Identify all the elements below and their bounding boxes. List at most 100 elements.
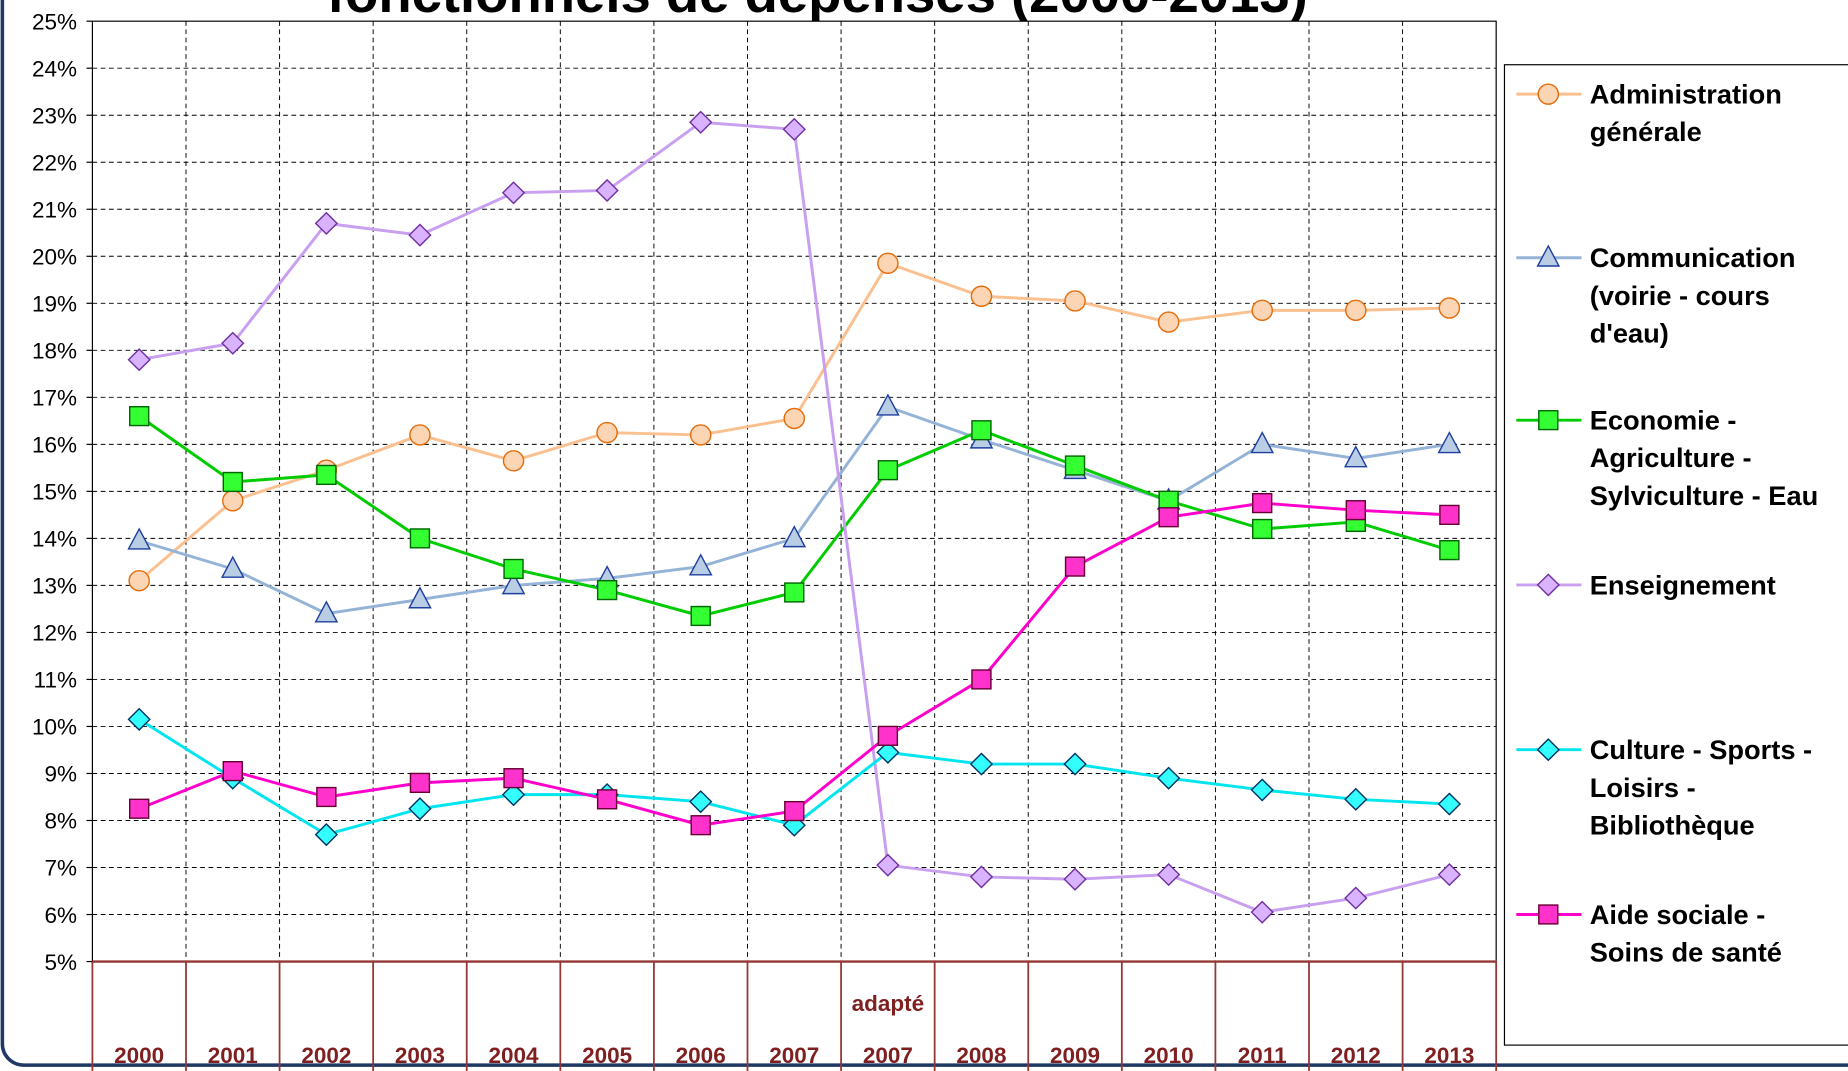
data-point [784, 582, 805, 603]
data-point [220, 555, 245, 578]
data-point [688, 553, 713, 576]
data-point [1252, 518, 1273, 540]
data-point [127, 707, 151, 731]
y-tick-label: 7% [44, 856, 77, 881]
data-point [1064, 455, 1086, 476]
legend-marker [1536, 573, 1560, 597]
data-point [1439, 540, 1460, 561]
y-tick-label: 5% [44, 950, 77, 975]
data-point [409, 424, 431, 446]
x-tick-label: 2009 [1050, 1043, 1100, 1068]
data-point [969, 752, 994, 776]
data-point [316, 786, 337, 808]
y-tick-label: 6% [44, 903, 77, 928]
legend-marker [1536, 738, 1560, 762]
y-tick-label: 8% [44, 809, 77, 834]
data-point [971, 420, 992, 441]
data-point [409, 528, 431, 549]
data-point [877, 460, 899, 481]
data-point [1250, 431, 1275, 454]
data-point [782, 525, 807, 548]
data-point [596, 579, 618, 601]
category-group-label: adapté [852, 991, 925, 1016]
x-tick-label: 2007 [863, 1043, 913, 1068]
data-point [1250, 900, 1274, 924]
y-tick-label: 21% [32, 198, 77, 223]
data-point [314, 823, 339, 847]
data-point [503, 558, 524, 580]
y-tick-label: 16% [32, 433, 77, 458]
data-point [1250, 778, 1274, 802]
data-point [129, 798, 150, 819]
data-point [1345, 500, 1366, 521]
y-tick-label: 14% [32, 527, 77, 552]
data-point [501, 181, 526, 205]
data-point [595, 178, 619, 203]
data-point [127, 348, 151, 372]
data-point [971, 669, 992, 690]
legend-label: Administration générale [1590, 79, 1782, 148]
x-tick-label: 2003 [395, 1043, 445, 1068]
chart-title: fonctionnels de dépenses (2000-2013) [327, 0, 1308, 24]
y-tick-label: 24% [32, 57, 77, 82]
data-point [689, 110, 713, 134]
data-point [1158, 507, 1179, 528]
legend-marker [1537, 83, 1560, 105]
data-point [314, 211, 339, 235]
data-point [782, 117, 806, 141]
y-tick-label: 18% [32, 339, 77, 364]
data-point [1064, 556, 1086, 577]
data-point [221, 331, 245, 355]
data-point [408, 586, 432, 609]
data-point [1063, 752, 1087, 776]
x-tick-label: 2004 [489, 1043, 540, 1068]
data-point [128, 569, 150, 592]
data-point [314, 600, 339, 623]
data-point [222, 471, 243, 493]
data-point [1251, 299, 1273, 322]
data-point [969, 865, 994, 889]
data-point [1437, 792, 1462, 816]
data-point [783, 407, 806, 430]
x-tick-label: 2000 [114, 1043, 164, 1068]
data-point [1437, 862, 1462, 887]
x-tick-label: 2010 [1144, 1043, 1194, 1068]
data-point [596, 421, 618, 444]
x-tick-label: 2005 [582, 1043, 632, 1068]
x-tick-label: 2011 [1238, 1043, 1287, 1068]
y-tick-label: 25% [32, 9, 77, 34]
data-point [501, 572, 526, 595]
x-tick-label: 2013 [1424, 1043, 1474, 1068]
legend-label: Culture - Sports -Loisirs -Bibliothèque [1590, 734, 1812, 840]
data-point [1156, 862, 1181, 887]
data-point [1344, 787, 1368, 811]
legend-marker [1538, 410, 1559, 431]
x-tick-label: 2002 [301, 1043, 351, 1068]
y-tick-label: 19% [32, 292, 77, 317]
y-tick-label: 17% [32, 386, 77, 411]
data-point [784, 800, 805, 822]
data-point [1157, 311, 1180, 333]
data-point [501, 783, 526, 807]
legend-marker [1536, 244, 1561, 267]
data-point [221, 490, 244, 512]
data-point [222, 761, 243, 782]
data-point [1345, 299, 1367, 322]
data-point [503, 768, 524, 789]
x-tick-label: 2006 [676, 1043, 726, 1068]
legend-label: Economie -Agriculture -Sylviculture - Ea… [1590, 405, 1819, 511]
legend-label: Aide sociale -Soins de santé [1590, 899, 1782, 968]
data-point [1343, 445, 1368, 468]
data-point [409, 772, 431, 793]
data-point [876, 853, 900, 877]
legend-box [1503, 64, 1848, 1046]
data-point [1063, 867, 1087, 891]
data-point [1252, 492, 1273, 514]
data-point [877, 725, 899, 746]
data-point [502, 450, 525, 472]
x-tick-label: 2008 [956, 1043, 1006, 1068]
legend-label: Enseignement [1590, 569, 1776, 600]
data-point [1064, 290, 1086, 312]
data-point [1438, 297, 1461, 319]
y-tick-label: 13% [32, 574, 77, 599]
